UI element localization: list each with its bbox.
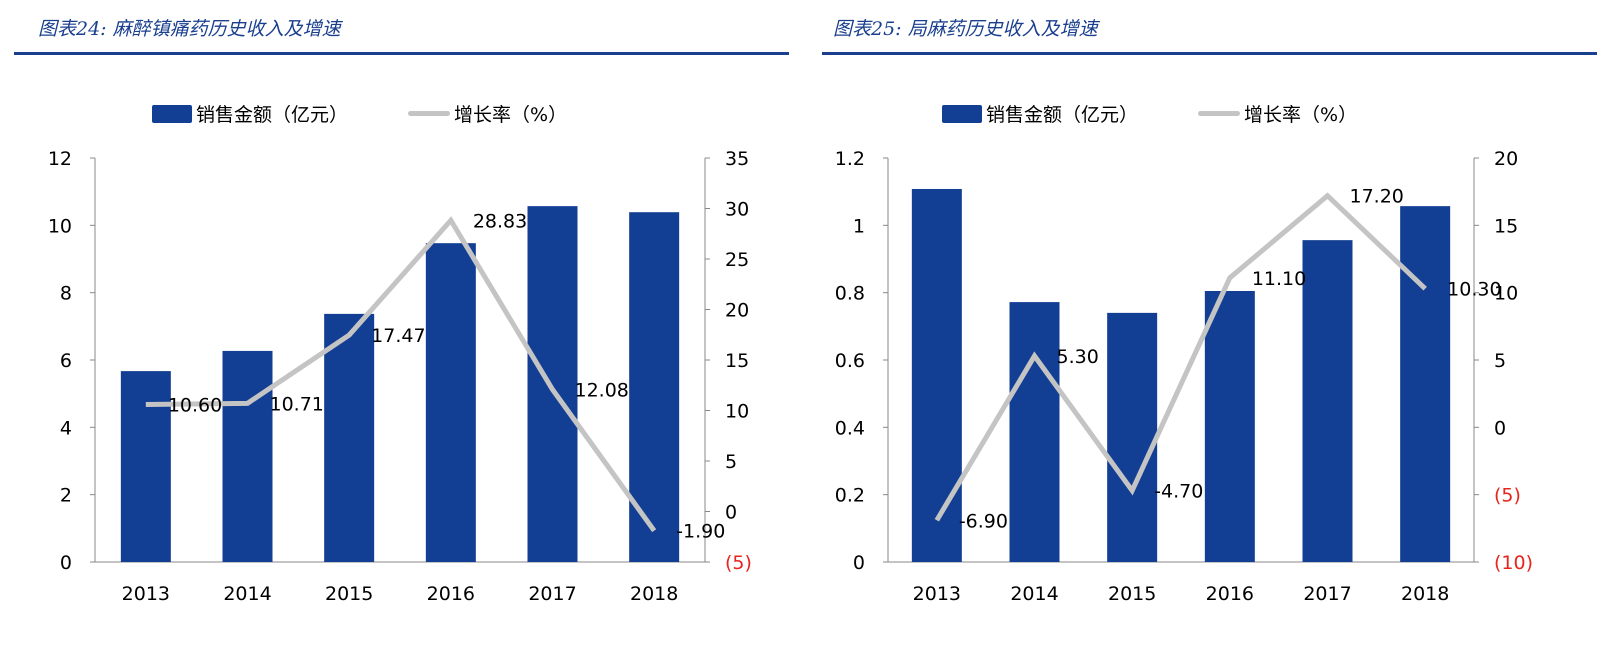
chart-1-right-tick-label: 0 (725, 502, 737, 524)
legend-line-label: 增长率（%） (1244, 104, 1358, 126)
chart-2-left-tick-label: 0.4 (835, 417, 865, 439)
chart-2-x-tick-label: 2018 (1401, 583, 1449, 605)
chart-1-right-tick-label: 35 (725, 148, 749, 170)
chart-1-left-tick-label: 2 (60, 485, 72, 507)
chart-2-right-tick-label: 15 (1494, 215, 1518, 237)
chart-1-bar-2015 (324, 313, 375, 562)
chart-1-right-tick-label: 15 (725, 350, 749, 372)
chart-1-left-tick-label: 12 (48, 148, 72, 170)
chart-2-growth-data-label: 11.10 (1252, 268, 1306, 290)
chart-2-right-tick-label: (5) (1494, 485, 1521, 507)
chart-2-growth-data-label: -6.90 (959, 510, 1008, 532)
legend-bar-label: 销售金额（亿元） (196, 104, 349, 126)
chart-1-right-tick-label: (5) (725, 552, 752, 574)
chart-1-x-tick-label: 2018 (630, 583, 678, 605)
chart-1-growth-data-label: 17.47 (371, 325, 425, 347)
chart-2-right-tick-label: 5 (1494, 350, 1506, 372)
chart-1-x-tick-label: 2017 (528, 583, 576, 605)
chart-1-title: 图表24: 麻醉镇痛药历史收入及增速 (38, 18, 341, 40)
chart-2-growth-data-label: 5.30 (1057, 346, 1099, 368)
chart-2-bar-2013 (911, 188, 962, 562)
chart-2-growth-data-label: -4.70 (1154, 481, 1203, 503)
chart-2-x-tick-label: 2015 (1108, 583, 1156, 605)
chart-2-left-tick-label: 0.8 (835, 283, 865, 305)
chart-2-growth-data-label: 10.30 (1447, 279, 1501, 301)
chart-1-growth-data-label: 28.83 (473, 210, 527, 232)
chart-2-x-tick-label: 2014 (1010, 583, 1058, 605)
chart-1-left-tick-label: 0 (60, 552, 72, 574)
chart-1-right-tick-label: 30 (725, 199, 749, 221)
chart-1-growth-line (145, 216, 657, 533)
chart-1-growth-data-label: -1.90 (676, 521, 725, 543)
chart-1-x-tick-label: 2013 (122, 583, 170, 605)
chart-1-x-tick-label: 2014 (223, 583, 271, 605)
chart-2-right-tick-label: 20 (1494, 148, 1518, 170)
chart-2-title-rule (822, 52, 1597, 55)
chart-1-x-tick-label: 2015 (325, 583, 373, 605)
chart-2-x-tick-label: 2017 (1303, 583, 1351, 605)
chart-1-bar-2013 (120, 371, 171, 562)
chart-1-right-tick-label: 10 (725, 401, 749, 423)
chart-1-left-tick-label: 8 (60, 283, 72, 305)
chart-1-title-rule (14, 52, 789, 55)
legend-bar-swatch (942, 104, 982, 123)
chart-1-left-tick-label: 6 (60, 350, 72, 372)
chart-2-legend: 销售金额（亿元） 增长率（%） (942, 100, 1357, 127)
chart-2-bar-2014 (1009, 302, 1060, 562)
chart-2-right-tick-label: (10) (1494, 552, 1533, 574)
chart-1-right-tick-label: 20 (725, 300, 749, 322)
chart-1-bar-2014 (222, 350, 273, 562)
chart-2-right-tick-label: 0 (1494, 417, 1506, 439)
legend-bar-swatch (152, 104, 192, 123)
legend-line-swatch (408, 111, 451, 116)
chart-1-left-tick-label: 10 (48, 215, 72, 237)
chart-1-growth-data-label: 10.71 (270, 393, 324, 415)
chart-1-bar-2017 (527, 206, 578, 563)
chart-2-bar-2016 (1204, 290, 1255, 562)
chart-2-left-tick-label: 0.6 (835, 350, 865, 372)
chart-1-bar-2016 (425, 243, 476, 562)
chart-2-bar-2017 (1302, 240, 1353, 562)
chart-2-right-tick-label: 10 (1494, 283, 1518, 305)
chart-2-left-tick-label: 1.2 (835, 148, 865, 170)
legend-line-swatch (1198, 111, 1241, 116)
chart-2-x-tick-label: 2016 (1206, 583, 1254, 605)
legend-line-label: 增长率（%） (454, 104, 568, 126)
legend-bar-label: 销售金额（亿元） (986, 104, 1139, 126)
chart-2-left-tick-label: 0 (853, 552, 865, 574)
chart-2-bar-2015 (1107, 312, 1158, 562)
chart-2-growth-data-label: 17.20 (1350, 186, 1404, 208)
chart-2-bar-2018 (1400, 206, 1451, 563)
chart-1-x-tick-label: 2016 (427, 583, 475, 605)
chart-2-left-tick-label: 1 (853, 215, 865, 237)
chart-2-growth-line (934, 192, 1427, 522)
chart-1-growth-data-label: 12.08 (575, 379, 629, 401)
chart-1-left-tick-label: 4 (60, 417, 72, 439)
chart-2-x-tick-label: 2013 (913, 583, 961, 605)
chart-2-title: 图表25: 局麻药历史收入及增速 (833, 18, 1098, 40)
chart-1-right-tick-label: 5 (725, 451, 737, 473)
chart-1-legend: 销售金额（亿元） 增长率（%） (152, 100, 567, 127)
chart-1-growth-data-label: 10.60 (168, 394, 222, 416)
chart-2-left-tick-label: 0.2 (835, 485, 865, 507)
chart-1-right-tick-label: 25 (725, 249, 749, 271)
